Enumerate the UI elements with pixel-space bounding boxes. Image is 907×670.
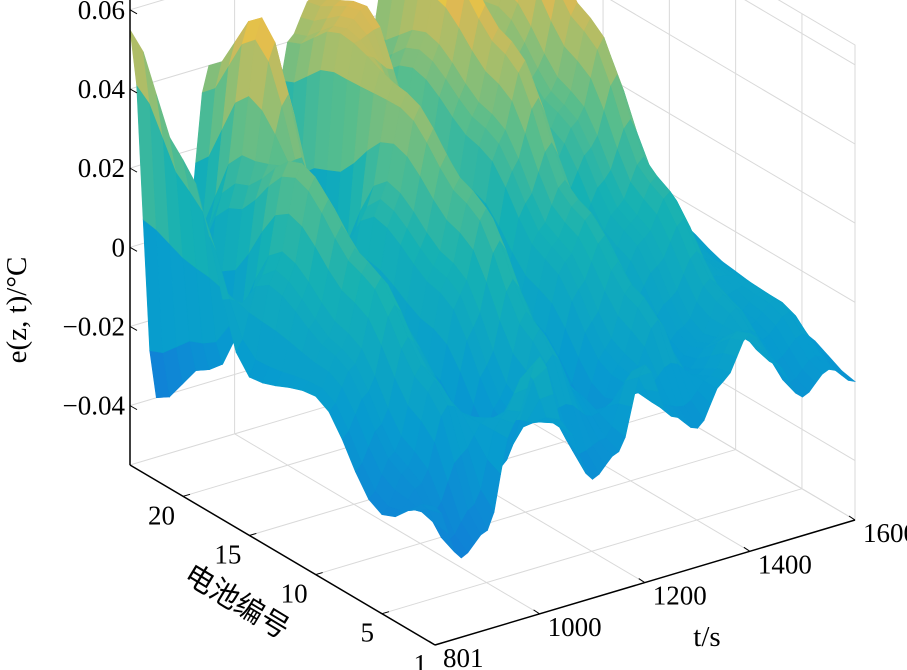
x-tick-label: 1200 [653, 581, 707, 611]
grid-line [234, 433, 540, 615]
y-tick-label: 20 [148, 500, 175, 530]
z-tick-label: 0.04 [78, 74, 126, 104]
y-tick-label: 15 [214, 539, 241, 569]
x-tick-label: 801 [443, 643, 484, 670]
x-tick [533, 609, 540, 615]
y-tick [182, 493, 191, 497]
y-tick-label: 1 [414, 649, 428, 670]
y-tick [434, 642, 443, 646]
z-tick-label: −0.02 [63, 311, 125, 341]
z-tick [129, 326, 138, 331]
z-tick [129, 405, 138, 411]
z-axis-title: e(z, t)/°C [1, 257, 33, 364]
y-tick-label: 5 [360, 618, 374, 648]
surface-layer [129, 0, 857, 559]
x-tick-label: 1600 [863, 518, 907, 548]
surface-patch [421, 504, 443, 515]
grid-line [315, 449, 736, 576]
x-tick [428, 640, 436, 646]
y-axis-line [129, 464, 436, 646]
z-tick [129, 167, 138, 173]
z-tick [129, 88, 138, 94]
x-tick-label: 1400 [758, 549, 812, 579]
y-tick [381, 611, 390, 615]
z-tick-label: 0 [112, 232, 126, 262]
y-axis-title: 电池编号 [179, 558, 295, 646]
axis-layer [129, 0, 856, 646]
y-tick [249, 532, 257, 536]
z-tick-label: 0.02 [78, 153, 125, 183]
x-axis-line [434, 519, 856, 646]
y-tick [315, 572, 323, 576]
z-tick-label: 0.06 [78, 0, 125, 25]
z-tick [129, 246, 138, 252]
grid-line [129, 0, 856, 66]
z-tick-label: −0.04 [63, 391, 126, 421]
x-tick [848, 515, 856, 521]
grid-line [381, 488, 803, 615]
x-tick-label: 1000 [548, 612, 602, 642]
x-axis-title: t/s [693, 621, 720, 653]
x-tick [743, 546, 751, 552]
x-tick [638, 578, 646, 583]
z-tick [129, 9, 138, 15]
y-tick-label: 10 [281, 579, 308, 609]
